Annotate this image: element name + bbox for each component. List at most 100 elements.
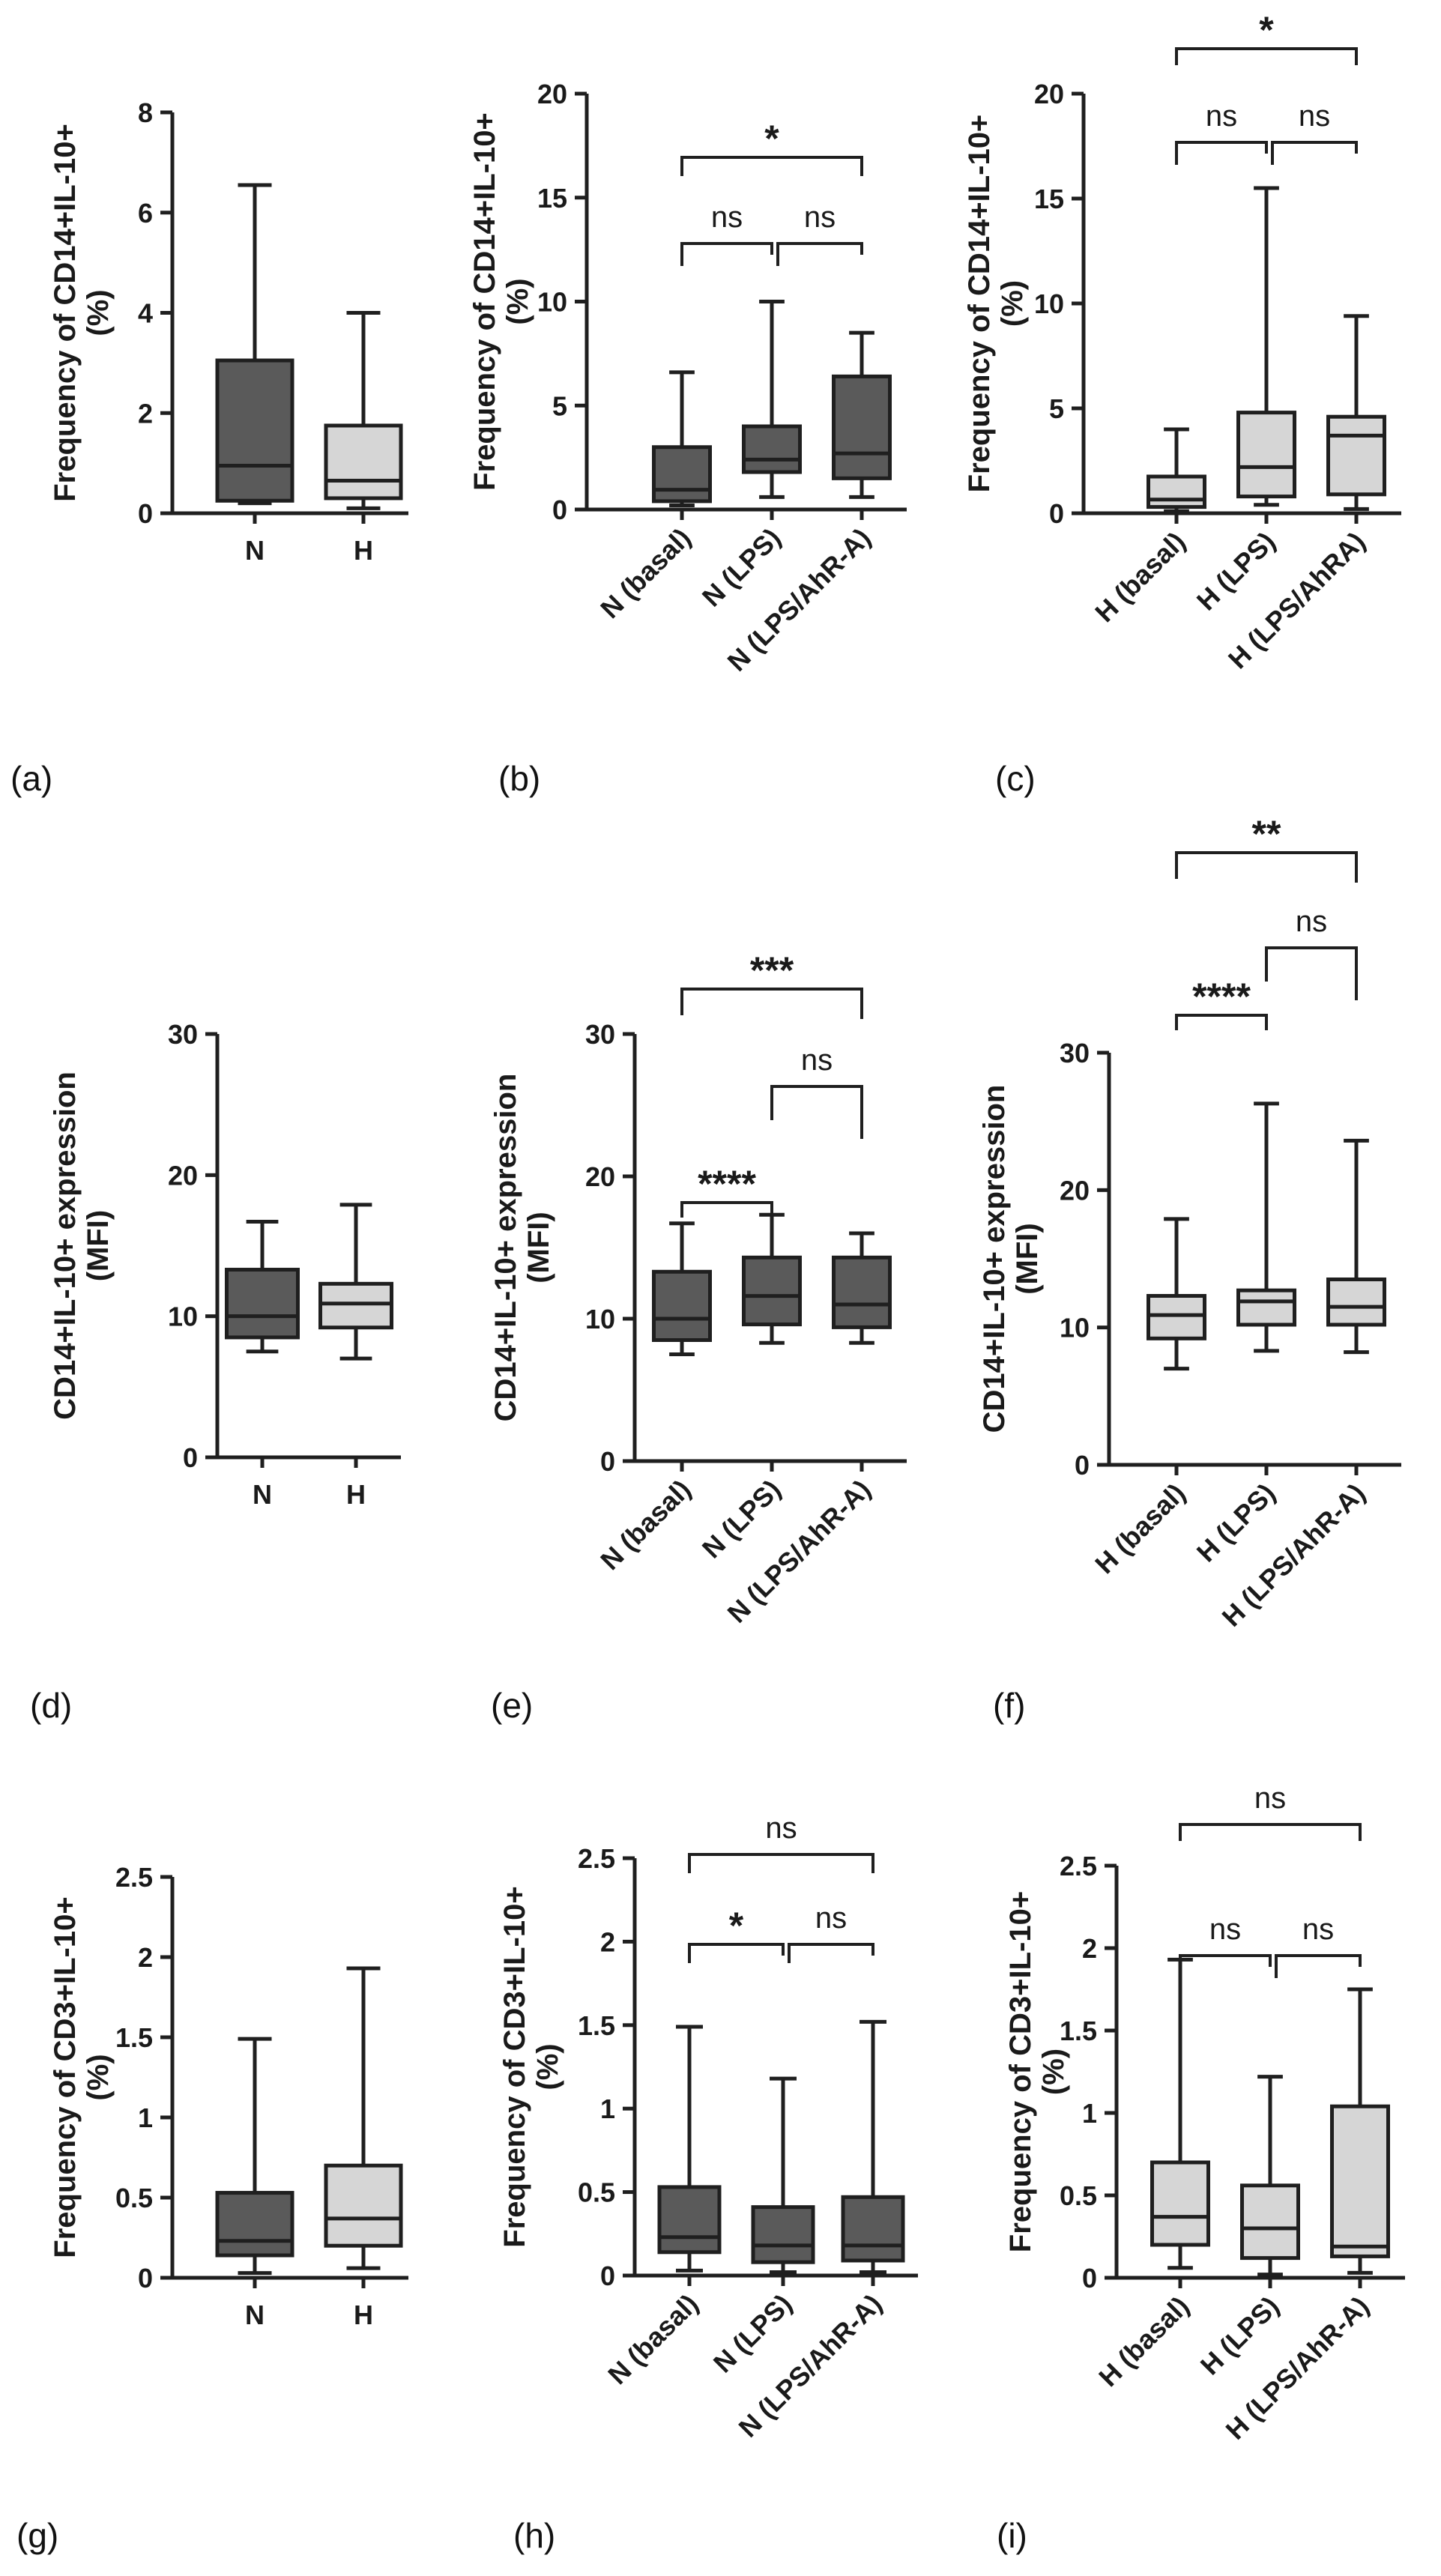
- box-1: [324, 423, 403, 501]
- box-1: [742, 1255, 802, 1327]
- box-2: [832, 374, 892, 480]
- y-tick-label: 1: [600, 2093, 615, 2124]
- y-tick-label: 0.5: [1060, 2180, 1097, 2211]
- y-tick-label: 0: [183, 1442, 198, 1473]
- box-1: [318, 1281, 393, 1330]
- significance-bracket: [788, 1943, 874, 1963]
- x-category-label: H: [354, 2300, 373, 2330]
- significance-bracket: [680, 156, 863, 176]
- y-tick-label: 1: [138, 2102, 153, 2133]
- y-axis-title: CD14+IL-10+ expression: [978, 1085, 1011, 1433]
- y-tick-label: 0: [600, 2261, 615, 2291]
- x-category-label: H (basal): [1093, 2291, 1195, 2393]
- y-tick-label: 0: [552, 495, 567, 525]
- x-category-label: N (basal): [602, 2288, 704, 2391]
- panel-a: 0 2 4 6 8 Frequency of CD14+IL-10+ (%) N H (a): [10, 97, 408, 798]
- y-axis-title: Frequency of CD14+IL-10+: [963, 115, 996, 493]
- box-0: [215, 2191, 294, 2258]
- significance-label: ns: [1209, 1913, 1241, 1946]
- significance-bracket: [1175, 1014, 1268, 1030]
- box-1: [1236, 1288, 1296, 1327]
- x-category-label: N (LPS): [696, 522, 787, 613]
- box-1: [742, 424, 802, 474]
- y-tick-label: 30: [1060, 1038, 1090, 1068]
- y-tick-label: 2: [138, 1942, 153, 1973]
- y-tick-label: 10: [537, 287, 567, 318]
- y-tick-label: 2: [1082, 1933, 1097, 1964]
- y-axis-title: Frequency of CD14+IL-10+: [49, 124, 82, 502]
- significance-label: ns: [765, 1812, 797, 1845]
- significance-bracket: [1271, 141, 1358, 165]
- y-axis-title-unit: (%): [531, 2043, 564, 2090]
- y-axis-title: Frequency of CD3+IL-10+: [1004, 1891, 1037, 2252]
- x-category-label: N (LPS): [707, 2288, 798, 2379]
- x-category-label: N: [245, 2300, 265, 2330]
- box-0: [652, 445, 712, 504]
- panel-label: (h): [513, 2516, 555, 2555]
- y-tick-label: 20: [1060, 1175, 1090, 1206]
- box-2: [1326, 414, 1386, 497]
- y-axis-title-unit: (%): [1037, 2049, 1070, 2095]
- y-tick-label: 1: [1082, 2098, 1097, 2129]
- significance-label: ***: [750, 949, 794, 991]
- x-category-label: H (LPS): [1191, 1478, 1281, 1568]
- x-category-label: H (LPS): [1194, 2291, 1285, 2381]
- x-category-label: N: [245, 535, 265, 566]
- y-axis-title: CD14+IL-10+ expression: [49, 1071, 82, 1420]
- y-tick-label: 0: [1049, 498, 1064, 529]
- box-1: [1236, 411, 1296, 499]
- y-axis-title-unit: (MFI): [522, 1212, 555, 1284]
- box-2: [832, 1255, 892, 1329]
- y-tick-label: 0: [1075, 1450, 1090, 1481]
- panel-e: 0 10 20 30 CD14+IL-10+ expression (MFI) N (bas…: [489, 949, 907, 1725]
- box-2: [1330, 2104, 1390, 2258]
- significance-bracket: [1179, 1954, 1272, 1978]
- y-axis-title-unit: (%): [82, 289, 115, 336]
- y-tick-label: 10: [168, 1301, 198, 1332]
- box-2: [1326, 1278, 1386, 1327]
- significance-bracket: [688, 1853, 874, 1873]
- y-tick-label: 5: [552, 390, 567, 421]
- significance-label: ****: [698, 1163, 756, 1205]
- panel-label: (b): [498, 759, 540, 798]
- box-0: [1147, 474, 1206, 510]
- box-1: [1240, 2183, 1300, 2261]
- panel-label: (e): [491, 1686, 533, 1725]
- significance-bracket: [1175, 47, 1358, 65]
- significance-label: ns: [1299, 100, 1330, 133]
- x-category-label: N (basal): [594, 1474, 697, 1576]
- significance-bracket: [1265, 946, 1358, 1000]
- significance-bracket: [776, 242, 863, 266]
- y-axis-title-unit: (%): [996, 280, 1029, 327]
- y-tick-label: 10: [1060, 1313, 1090, 1343]
- box-0: [215, 358, 294, 503]
- box-1: [751, 2205, 815, 2264]
- significance-label: **: [1252, 813, 1281, 855]
- y-tick-label: 15: [537, 183, 567, 214]
- significance-label: ns: [804, 201, 836, 234]
- box-0: [1147, 1294, 1206, 1340]
- significance-label: ns: [801, 1044, 833, 1077]
- panel-label: (d): [30, 1686, 72, 1725]
- y-tick-label: 4: [138, 298, 153, 329]
- y-tick-label: 8: [138, 97, 153, 128]
- significance-label: ****: [1192, 976, 1251, 1018]
- y-axis-title-unit: (%): [501, 278, 534, 324]
- significance-label: ns: [1254, 1782, 1286, 1815]
- x-category-label: N (LPS): [696, 1474, 787, 1564]
- y-axis-title-unit: (MFI): [1011, 1223, 1044, 1295]
- significance-label: *: [764, 118, 779, 160]
- y-tick-label: 0: [1082, 2263, 1097, 2294]
- y-tick-label: 2.5: [1060, 1851, 1097, 1881]
- x-category-label: N: [253, 1479, 272, 1510]
- panel-label: (f): [993, 1686, 1025, 1725]
- significance-bracket: [1275, 1954, 1362, 1978]
- y-tick-label: 0.5: [578, 2177, 615, 2208]
- y-axis-title-unit: (%): [82, 2054, 115, 2100]
- significance-bracket: [688, 1943, 785, 1963]
- significance-bracket: [1175, 141, 1268, 165]
- significance-bracket: [1175, 851, 1358, 883]
- x-category-label: H (LPS): [1191, 526, 1281, 617]
- y-tick-label: 6: [138, 198, 153, 229]
- y-tick-label: 1.5: [115, 2022, 153, 2053]
